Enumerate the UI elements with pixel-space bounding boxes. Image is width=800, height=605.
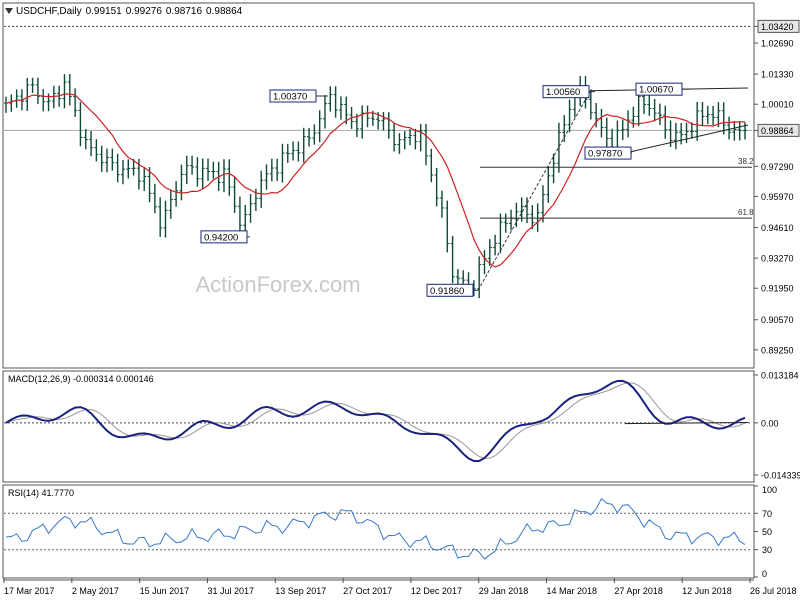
x-tick-label: 26 Jul 2018 xyxy=(750,586,797,596)
macd-trendline xyxy=(624,422,749,425)
price-tick-label: 0.89250 xyxy=(761,345,794,355)
x-tick-label: 17 Mar 2017 xyxy=(4,586,55,596)
price-tick-label: 1.00010 xyxy=(761,100,794,110)
rsi-tick-label: 100 xyxy=(762,485,777,495)
fib-level-label: 38.2 xyxy=(738,157,754,166)
price-tick-label: 0.97290 xyxy=(761,162,794,172)
support-trendline xyxy=(624,124,749,154)
x-tick-label: 27 Oct 2017 xyxy=(343,586,392,596)
rsi-panel xyxy=(2,484,755,579)
rsi-tick-label: 30 xyxy=(762,545,772,555)
x-tick-label: 29 Jan 2018 xyxy=(479,586,529,596)
x-tick-label: 12 Dec 2017 xyxy=(411,586,462,596)
rsi-tick-label: 50 xyxy=(762,527,772,537)
price-marker-box xyxy=(757,19,800,33)
price-annotation-label: 1.00670 xyxy=(639,85,673,96)
macd-tick-label: 0.00 xyxy=(761,418,779,428)
rsi-title: RSI(14) 41.7770 xyxy=(8,488,74,498)
price-tick-label: 0.98864 xyxy=(761,126,794,136)
rsi-tick-label: 0 xyxy=(762,569,767,579)
uptrend-dashed-line xyxy=(477,91,591,291)
price-tick-label: 1.01330 xyxy=(761,70,794,80)
macd-line xyxy=(5,379,746,463)
fib-level-label: 61.8 xyxy=(738,208,754,217)
price-tick-label: 1.02690 xyxy=(761,39,794,49)
macd-tick-label: 0.013184 xyxy=(761,370,799,380)
price-tick-label: 0.90570 xyxy=(761,315,794,325)
macd-title: MACD(12,26,9) -0.000314 0.000146 xyxy=(8,374,154,384)
price-annotation-label: 0.91860 xyxy=(430,286,464,297)
x-tick-label: 31 Jul 2017 xyxy=(207,586,254,596)
price-tick-label: 0.91950 xyxy=(761,284,794,294)
moving-average-line xyxy=(5,93,746,268)
macd-tick-label: -0.014339 xyxy=(761,470,800,480)
rsi-tick-label: 70 xyxy=(762,509,772,519)
price-annotation-label: 1.00370 xyxy=(273,92,307,103)
x-tick-label: 12 Jun 2018 xyxy=(682,586,732,596)
price-annotation-label: 1.00560 xyxy=(546,87,580,98)
price-tick-label: 1.03420 xyxy=(761,22,794,32)
x-tick-label: 15 Jun 2017 xyxy=(140,586,190,596)
dropdown-triangle-icon[interactable] xyxy=(5,8,13,14)
x-tick-label: 14 Mar 2018 xyxy=(547,586,598,596)
price-tick-label: 0.95970 xyxy=(761,192,794,202)
x-tick-label: 2 May 2017 xyxy=(72,586,119,596)
price-tick-label: 0.93270 xyxy=(761,254,794,264)
chart-header: USDCHF,Daily 0.99151 0.99276 0.98716 0.98864 xyxy=(16,6,243,17)
price-panel xyxy=(2,2,755,369)
rsi-line xyxy=(5,497,746,560)
price-tick-label: 0.94610 xyxy=(761,223,794,233)
x-tick-label: 27 Apr 2018 xyxy=(614,586,663,596)
x-tick-label: 13 Sep 2017 xyxy=(275,586,326,596)
macd-panel xyxy=(2,370,755,483)
price-annotation-label: 0.97870 xyxy=(588,149,622,160)
price-marker-box xyxy=(757,123,800,137)
watermark: ActionForex.com xyxy=(195,272,360,297)
price-annotation-label: 0.94200 xyxy=(204,232,238,243)
